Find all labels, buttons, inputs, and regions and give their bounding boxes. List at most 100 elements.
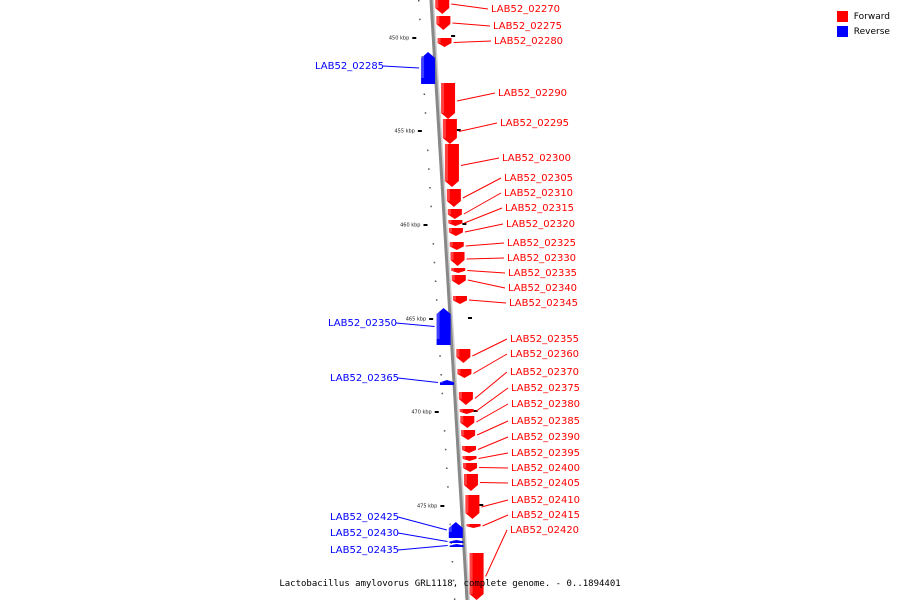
gene-arrow-lab52_02345 bbox=[453, 296, 467, 304]
gene-arrow-lab52_02325 bbox=[449, 242, 464, 250]
gene-arrow-lab52_02365 bbox=[439, 380, 454, 385]
gene-features bbox=[421, 0, 484, 600]
tick-label: 470 kbp bbox=[411, 410, 431, 416]
gene-highlight bbox=[463, 474, 467, 485]
minor-tick bbox=[449, 523, 451, 526]
gene-highlight bbox=[436, 308, 440, 339]
gene-highlight bbox=[436, 16, 440, 24]
gene-arrow-lab52_02295 bbox=[442, 119, 457, 144]
gene-arrow-lab52_02280 bbox=[437, 38, 452, 47]
gene-highlight bbox=[459, 409, 463, 412]
gene-highlight bbox=[450, 252, 454, 260]
gene-highlight bbox=[439, 380, 443, 383]
legend: Forward Reverse bbox=[836, 9, 890, 39]
legend-label-forward: Forward bbox=[853, 11, 890, 22]
gene-label: LAB52_02355 bbox=[510, 334, 579, 345]
gene-highlight bbox=[457, 369, 461, 374]
gene-highlight bbox=[449, 540, 453, 542]
gene-label: LAB52_02275 bbox=[493, 21, 562, 32]
legend-swatch-reverse bbox=[836, 26, 848, 37]
gene-label: LAB52_02270 bbox=[491, 4, 560, 15]
gene-highlight bbox=[465, 495, 469, 513]
gene-arrow-lab52_02335 bbox=[451, 268, 466, 273]
gene-arrow-lab52_02320 bbox=[448, 228, 463, 236]
gene-leader-line bbox=[395, 322, 435, 327]
gene-arrow-lab52_02270 bbox=[435, 0, 450, 14]
gene-leader-line bbox=[382, 65, 420, 69]
minor-tick bbox=[446, 467, 448, 469]
gene-arrow-lab52_02400 bbox=[463, 463, 478, 472]
gene-label: LAB52_02365 bbox=[330, 373, 399, 384]
tick-label: 475 kbp bbox=[417, 504, 437, 510]
gene-highlight bbox=[460, 416, 464, 423]
major-tick bbox=[440, 505, 445, 507]
gene-arrow-lab52_02275 bbox=[436, 16, 451, 30]
gene-leader-line bbox=[468, 299, 507, 304]
gene-leader-line bbox=[477, 436, 509, 450]
gene-arrow-lab52_02330 bbox=[450, 252, 465, 266]
gene-highlight bbox=[446, 189, 450, 201]
gene-highlight bbox=[444, 144, 448, 181]
gene-highlight bbox=[448, 522, 452, 532]
gene-label: LAB52_02375 bbox=[511, 383, 580, 394]
gene-label: LAB52_02430 bbox=[330, 528, 399, 539]
gene-highlight bbox=[461, 446, 465, 450]
gene-label: LAB52_02390 bbox=[511, 432, 580, 443]
gene-leader-line bbox=[475, 387, 509, 412]
gene-leader-line bbox=[478, 452, 509, 459]
gene-leader-line bbox=[479, 482, 509, 484]
right-tick bbox=[479, 504, 484, 506]
gene-leader-line bbox=[464, 207, 503, 224]
tick-label: 465 kbp bbox=[406, 317, 426, 323]
tick-label: 460 kbp bbox=[400, 223, 420, 229]
minor-tick bbox=[435, 299, 438, 301]
minor-tick bbox=[444, 448, 447, 451]
gene-highlight bbox=[461, 430, 465, 436]
gene-arrow-lab52_02310 bbox=[447, 209, 462, 219]
gene-label: LAB52_02345 bbox=[509, 298, 578, 309]
gene-highlight bbox=[458, 392, 462, 400]
gene-leader-line bbox=[479, 467, 509, 469]
gene-leader-line bbox=[397, 545, 448, 551]
gene-leader-line bbox=[473, 353, 508, 374]
gene-label: LAB52_02295 bbox=[500, 118, 569, 129]
gene-arrow-lab52_02405 bbox=[463, 474, 478, 491]
gene-highlight bbox=[456, 349, 460, 357]
gene-label: LAB52_02400 bbox=[511, 463, 580, 474]
gene-arrow-lab52_02395 bbox=[462, 456, 477, 461]
gene-leader-line bbox=[456, 92, 496, 102]
gene-arrow-lab52_02360 bbox=[457, 369, 472, 378]
gene-highlight bbox=[451, 275, 455, 281]
major-tick bbox=[434, 411, 439, 413]
minor-tick bbox=[430, 205, 432, 208]
gene-leader-line bbox=[467, 279, 506, 289]
gene-arrow-lab52_02390 bbox=[461, 446, 476, 453]
tick-label: 450 kbp bbox=[389, 36, 409, 42]
minor-tick bbox=[419, 18, 421, 21]
gene-arrow-lab52_02285 bbox=[421, 52, 436, 84]
gene-label: LAB52_02370 bbox=[510, 367, 579, 378]
gene-leader-line bbox=[453, 40, 492, 43]
gene-arrow-lab52_02290 bbox=[441, 83, 456, 119]
gene-highlight bbox=[448, 220, 452, 224]
gene-leader-line bbox=[463, 192, 502, 215]
gene-label: LAB52_02300 bbox=[502, 153, 571, 164]
gene-arrow-lab52_02370 bbox=[458, 392, 473, 405]
gene-arrow-lab52_02375 bbox=[459, 409, 474, 414]
gene-highlight bbox=[466, 524, 470, 527]
gene-arrow-lab52_02415 bbox=[466, 524, 481, 528]
gene-label: LAB52_02310 bbox=[504, 188, 573, 199]
right-tick bbox=[468, 317, 473, 319]
minor-tick bbox=[426, 149, 429, 152]
gene-highlight bbox=[421, 52, 425, 78]
gene-leader-line bbox=[481, 499, 509, 508]
gene-label: LAB52_02350 bbox=[328, 318, 397, 329]
gene-arrow-lab52_02315 bbox=[448, 220, 463, 226]
gene-leader-line bbox=[460, 157, 500, 166]
gene-leader-line bbox=[476, 420, 509, 436]
gene-arrow-lab52_02425 bbox=[448, 522, 463, 538]
gene-leader-line bbox=[472, 338, 508, 357]
gene-label: LAB52_02410 bbox=[511, 495, 580, 506]
gene-leader-line bbox=[467, 270, 506, 274]
